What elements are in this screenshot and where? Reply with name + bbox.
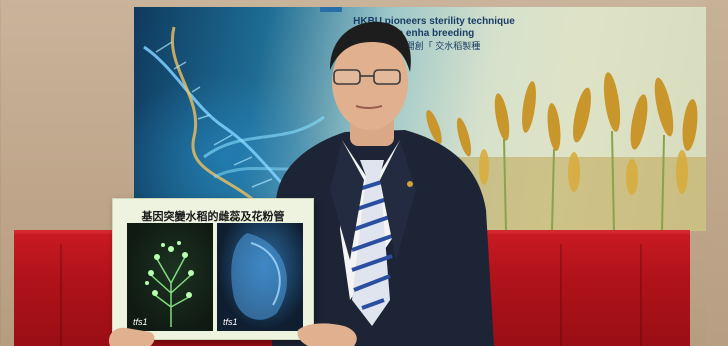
panel-left-label: tfs1 [133,317,148,327]
face [332,34,408,130]
mouth [355,105,383,109]
banner-line-1: HKBU pioneers sterility technique [353,16,515,27]
banner-line-2: to enha breeding [393,28,475,39]
microscopy-board: 基因突變水稻的雌蕊及花粉管 tfs1 tfs1 [112,198,314,340]
wheat-field-graphic [394,72,706,231]
left-hand [108,327,155,346]
cloth-fold [560,244,562,346]
pistil-fluorescence-image [145,241,194,327]
glasses [333,69,401,85]
lapel-pin [407,181,413,187]
hair [330,21,411,72]
panel-right-label: tfs1 [223,317,238,327]
banner-line-3: 浸大開創「 交水稻製種 [387,41,481,51]
pistil-image-panel: tfs1 [127,223,213,331]
pollen-tube-fluorescence-image [231,233,287,320]
banner-headline: HKBU pioneers sterility technique to enh… [244,16,624,52]
university-logo [320,7,342,12]
board-title: 基因突變水稻的雌蕊及花粉管 [141,211,285,223]
left-lapel [330,140,364,260]
banner-artwork [143,26,706,231]
pollen-tube-image-panel: tfs1 [217,223,303,331]
dna-helix-graphic [143,26,335,223]
cloth-fold [60,244,62,346]
right-hand [297,323,357,346]
wood-wall-panel [706,0,728,346]
right-lapel [380,140,416,260]
cloth-fold [640,244,642,346]
